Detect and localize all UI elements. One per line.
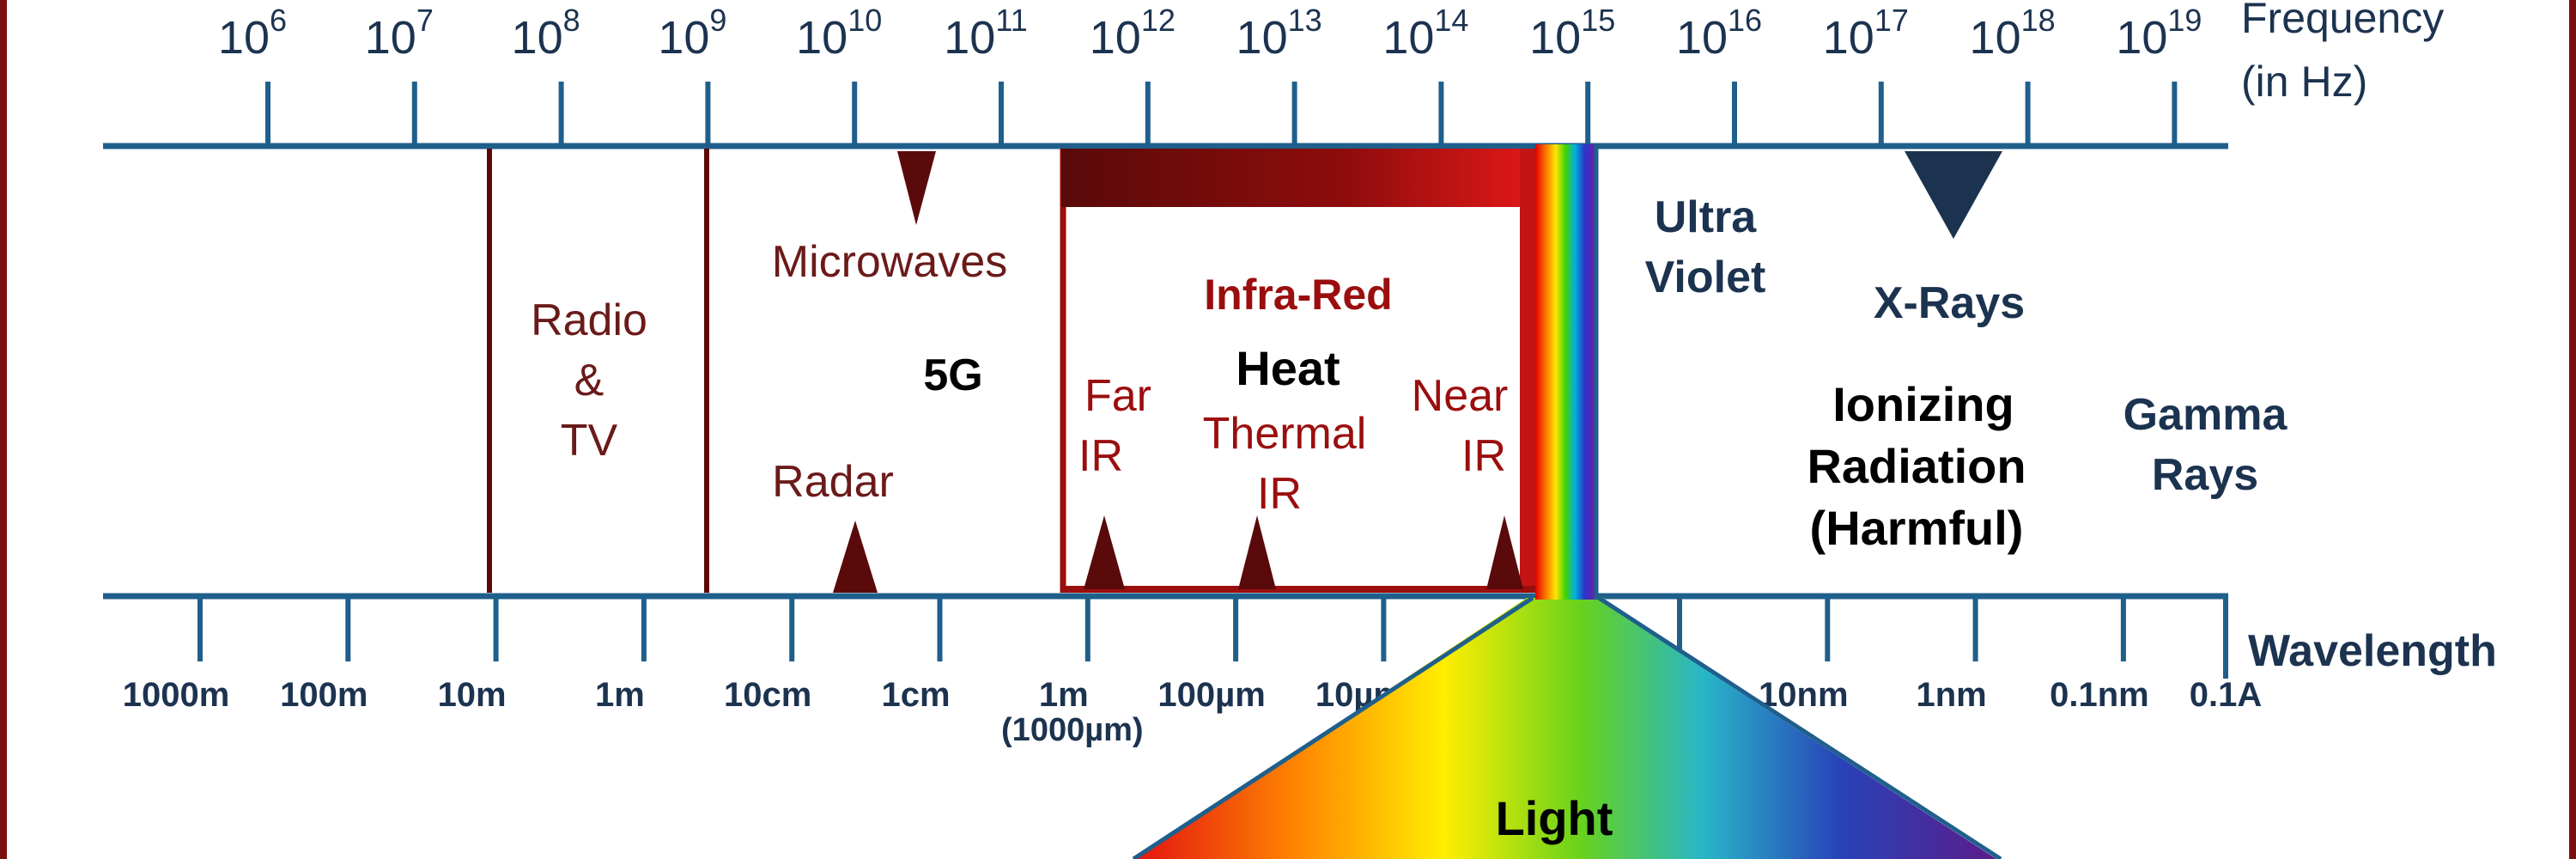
wavelength-tick-label: 1m [595, 676, 645, 714]
microwaves-label: Microwaves [772, 237, 1008, 287]
far-ir-line1: Far [1084, 371, 1151, 421]
wavelength-tick-label: 100m [280, 676, 368, 714]
right-border [2569, 0, 2576, 859]
x-rays-label: X-Rays [1874, 278, 2025, 328]
thermal-ir-line1: Thermal [1203, 409, 1367, 459]
gamma-line1: Gamma [2123, 390, 2288, 440]
gamma-rays-label: Gamma Rays [2123, 390, 2288, 500]
far-ir-label: Far IR [1078, 371, 1151, 481]
wavelength-axis-label: Wavelength [2248, 626, 2497, 676]
light-fan-right-edge [1597, 595, 2002, 859]
ionizing-line3: (Harmful) [1810, 501, 2024, 555]
ionizing-line1: Ionizing [1832, 377, 2014, 431]
frequency-tick-labels: 106 107 108 109 1010 1011 1012 1013 1014 1015 1016… [218, 3, 2202, 64]
frequency-tick-label: 1015 [1529, 3, 1615, 64]
heat-label: Heat [1236, 341, 1340, 395]
frequency-tick-label: 1016 [1676, 3, 1762, 64]
wavelength-tick-label: 1m [1039, 676, 1089, 714]
thermal-ir-marker-triangle [1238, 515, 1276, 589]
near-ir-line2: IR [1461, 431, 1506, 481]
frequency-tick-label: 1012 [1090, 3, 1176, 64]
frequency-tick-label: 109 [658, 3, 726, 64]
left-border [0, 0, 7, 859]
ultra-violet-line1: Ultra [1655, 192, 1758, 242]
ultra-violet-line2: Violet [1645, 253, 1766, 302]
frequency-tick-label: 107 [365, 3, 434, 64]
frequency-tick-label: 1018 [1970, 3, 2056, 64]
wavelength-tick-label: 10nm [1759, 676, 1849, 714]
near-ir-line1: Near [1412, 371, 1509, 421]
light-fan-left-edge [1132, 595, 1534, 859]
frequency-tick-label: 1010 [796, 3, 882, 64]
xray-marker-triangle [1905, 151, 2002, 239]
wavelength-tick-label: 10cm [724, 676, 811, 714]
frequency-tick-label: 1014 [1382, 3, 1468, 64]
radio-label-line3: TV [561, 416, 618, 466]
frequency-tick-label: 108 [512, 3, 580, 64]
radar-label: Radar [772, 457, 894, 507]
frequency-tick-label: 1011 [944, 3, 1027, 64]
frequency-tick-label: 1017 [1823, 3, 1909, 64]
wavelength-tick-label: 10m [438, 676, 507, 714]
visible-spectrum-column [1535, 144, 1595, 600]
radio-label-line1: Radio [531, 295, 647, 345]
infra-red-label: Infra-Red [1204, 271, 1392, 319]
microwave-marker-triangle [897, 151, 936, 225]
five-g-label: 5G [923, 350, 982, 400]
frequency-tick-label: 1019 [2116, 3, 2202, 64]
thermal-ir-line2: IR [1257, 469, 1302, 519]
wavelength-tick-label: 1nm [1916, 676, 1986, 714]
wavelength-tick-sublabel: (1000µm) [1001, 712, 1144, 748]
near-ir-label: Near IR [1412, 371, 1509, 481]
near-ir-marker-triangle [1486, 515, 1523, 589]
radio-tv-label: Radio & TV [531, 295, 647, 466]
ionizing-line2: Radiation [1807, 439, 2026, 493]
light-label: Light [1496, 791, 1613, 845]
far-ir-line2: IR [1078, 431, 1123, 481]
radar-marker-triangle [833, 521, 878, 593]
wavelength-ticks [197, 596, 2126, 661]
far-ir-marker-triangle [1084, 515, 1125, 589]
frequency-axis-label: Frequency [2241, 0, 2444, 42]
frequency-axis-unit: (in Hz) [2241, 58, 2367, 106]
gamma-line2: Rays [2152, 450, 2258, 500]
radio-label-line2: & [574, 356, 605, 405]
frequency-ticks [265, 82, 2178, 146]
frequency-tick-label: 1013 [1236, 3, 1322, 64]
ionizing-radiation-label: Ionizing Radiation (Harmful) [1807, 377, 2026, 555]
light-fan [1133, 598, 1996, 859]
wavelength-tick-label: 0.1A [2190, 676, 2263, 714]
infra-red-top-band [1061, 149, 1532, 207]
wavelength-tick-label: 1cm [881, 676, 950, 714]
thermal-ir-label: Thermal IR [1203, 409, 1367, 519]
wavelength-tick-labels: 1000m 100m 10m 1m 10cm 1cm 1m(1000µm)100µm 10µm… [123, 676, 2263, 748]
wavelength-tick-label: 100µm [1157, 676, 1265, 714]
wavelength-tick-label: 1000m [123, 676, 230, 714]
wavelength-tick-label: 0.1nm [2050, 676, 2149, 714]
ultra-violet-label: Ultra Violet [1645, 192, 1766, 302]
frequency-tick-label: 106 [218, 3, 287, 64]
